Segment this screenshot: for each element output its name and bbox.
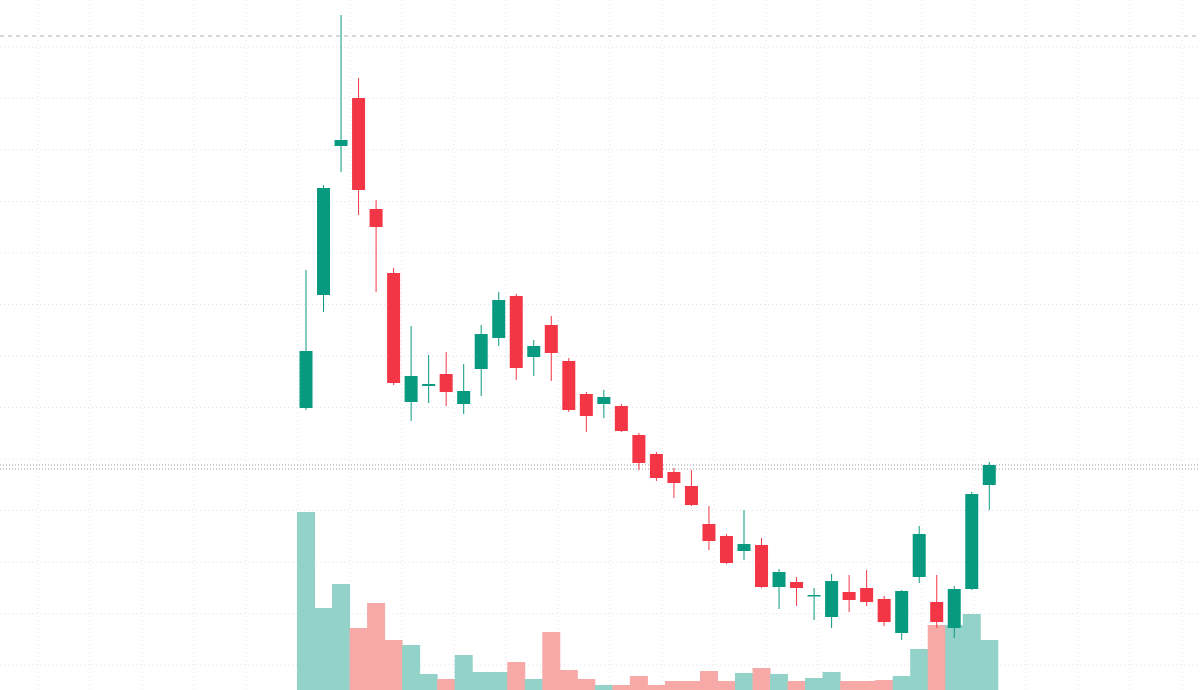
volume-bar	[612, 685, 631, 690]
candle-body	[632, 435, 646, 463]
candle-body	[369, 209, 383, 227]
candle-body	[930, 602, 944, 622]
candle-body	[439, 374, 453, 392]
volume-bar	[524, 679, 543, 690]
volume-bar	[962, 614, 981, 690]
candle-body	[614, 406, 628, 431]
volume-bar	[927, 625, 946, 690]
candle-body	[684, 486, 698, 505]
volume-bar	[892, 676, 911, 690]
volume-bar	[559, 670, 578, 690]
candle-body	[352, 98, 366, 190]
volume-bar	[664, 681, 683, 690]
candle-body	[562, 361, 576, 410]
candle-body	[667, 472, 681, 483]
volume-bar	[542, 632, 561, 690]
volume-bar	[647, 685, 666, 690]
volume-bar	[805, 678, 824, 690]
volume-bar	[577, 679, 596, 690]
candle-body	[457, 391, 471, 404]
candle-body	[790, 582, 804, 588]
candle-body	[299, 351, 313, 408]
volume-bar	[840, 681, 859, 690]
volume-bar	[682, 681, 701, 690]
volume-bar	[384, 640, 403, 690]
candle-body	[317, 188, 331, 295]
volume-bar	[717, 681, 736, 690]
volume-bar	[594, 685, 613, 690]
candle-body	[825, 581, 839, 617]
volume-bar	[349, 628, 368, 690]
candle-body	[544, 325, 558, 353]
volume-bar	[857, 681, 876, 690]
candle-body	[422, 384, 436, 386]
candle-body	[807, 595, 821, 597]
candle-body	[982, 465, 996, 485]
volume	[297, 512, 999, 690]
candle-body	[579, 394, 593, 416]
candle-body	[334, 140, 348, 146]
candle-body	[842, 592, 856, 600]
volume-bar	[314, 608, 333, 690]
volume-bar	[735, 673, 753, 690]
volume-bar	[297, 512, 315, 690]
candles	[299, 15, 996, 640]
candle-body	[755, 545, 769, 587]
volume-bar	[822, 672, 841, 690]
volume-bar	[454, 655, 473, 690]
candle-body	[509, 296, 523, 368]
volume-bar	[875, 680, 894, 690]
candle-body	[404, 376, 418, 402]
candle-body	[597, 397, 611, 404]
candle-body	[895, 591, 909, 633]
candle-body	[492, 300, 506, 338]
volume-bar	[489, 672, 508, 690]
candle-body	[860, 588, 874, 602]
volume-bar	[419, 674, 438, 690]
candle-body	[737, 544, 751, 551]
candle-body	[877, 599, 891, 622]
candle-body	[387, 273, 401, 383]
volume-bar	[770, 674, 789, 690]
volume-bar	[787, 681, 806, 690]
volume-bar	[752, 668, 771, 690]
volume-bar	[332, 584, 351, 690]
candle-body	[965, 494, 979, 589]
candle-body	[912, 534, 926, 577]
candle-body	[719, 536, 733, 563]
candle-body	[702, 524, 716, 541]
volume-bar	[402, 645, 421, 690]
candle-body	[947, 589, 961, 628]
candle-body	[474, 334, 488, 369]
volume-bar	[980, 640, 999, 690]
volume-bar	[910, 649, 929, 690]
volume-bar	[629, 676, 648, 690]
candle-body	[649, 454, 663, 478]
volume-bar	[367, 603, 386, 690]
candle-body	[772, 572, 786, 587]
volume-bar	[699, 671, 718, 690]
volume-bar	[507, 662, 526, 690]
volume-bar	[437, 679, 456, 690]
candle-body	[527, 346, 541, 357]
volume-bar	[472, 672, 491, 690]
volume-bar	[945, 625, 964, 690]
